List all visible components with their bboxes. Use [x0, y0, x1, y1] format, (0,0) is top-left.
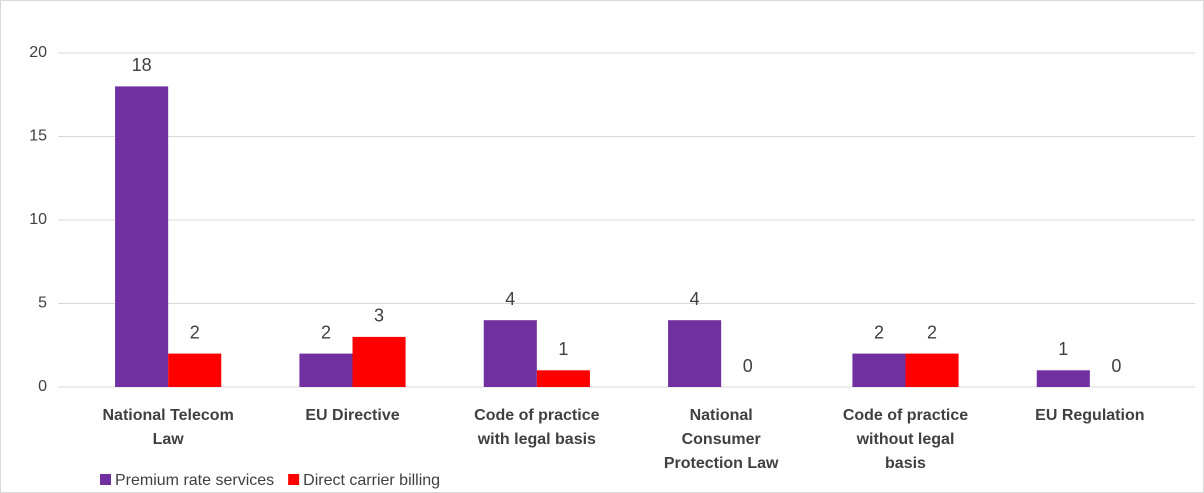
bar	[115, 86, 169, 388]
x-tick-label: National Consumer Protection Law	[663, 407, 779, 472]
y-tick-label: 15	[29, 128, 47, 145]
data-label: 2	[321, 322, 331, 342]
data-label: 2	[874, 322, 884, 342]
bar	[352, 336, 406, 387]
bar	[536, 370, 590, 387]
y-tick-label: 10	[29, 211, 47, 228]
data-label: 4	[505, 289, 515, 309]
legend-label: Premium rate services	[115, 472, 274, 489]
data-label: 0	[743, 356, 753, 376]
data-label: 4	[690, 289, 700, 309]
bar	[483, 320, 537, 387]
x-tick-label: Code of practice without legal basis	[842, 407, 969, 472]
x-tick-label: EU Directive	[305, 407, 400, 424]
data-label: 1	[1058, 339, 1068, 359]
bar	[1036, 370, 1090, 387]
bar	[905, 353, 959, 387]
data-label: 2	[927, 322, 937, 342]
legend-label: Direct carrier billing	[303, 472, 440, 489]
data-label: 3	[374, 306, 384, 326]
legend-swatch	[288, 474, 300, 485]
bar	[668, 320, 722, 387]
legend-swatch	[100, 474, 111, 485]
y-tick-label: 5	[38, 295, 47, 312]
x-tick-label: Code of practice with legal basis	[474, 407, 600, 448]
bar	[168, 353, 222, 387]
y-tick-label: 0	[38, 378, 47, 395]
data-label: 1	[558, 339, 568, 359]
bar	[299, 353, 353, 387]
x-tick-label: National Telecom Law	[102, 407, 234, 448]
data-label: 2	[190, 322, 200, 342]
data-label: 18	[132, 55, 152, 75]
x-tick-label: EU Regulation	[1035, 407, 1145, 424]
data-label: 0	[1111, 356, 1121, 376]
bar	[852, 353, 906, 387]
y-tick-label: 20	[29, 44, 47, 61]
